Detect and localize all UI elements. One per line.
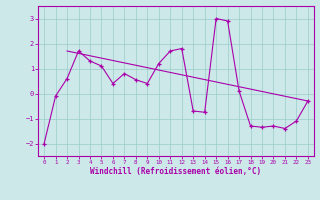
X-axis label: Windchill (Refroidissement éolien,°C): Windchill (Refroidissement éolien,°C)	[91, 167, 261, 176]
